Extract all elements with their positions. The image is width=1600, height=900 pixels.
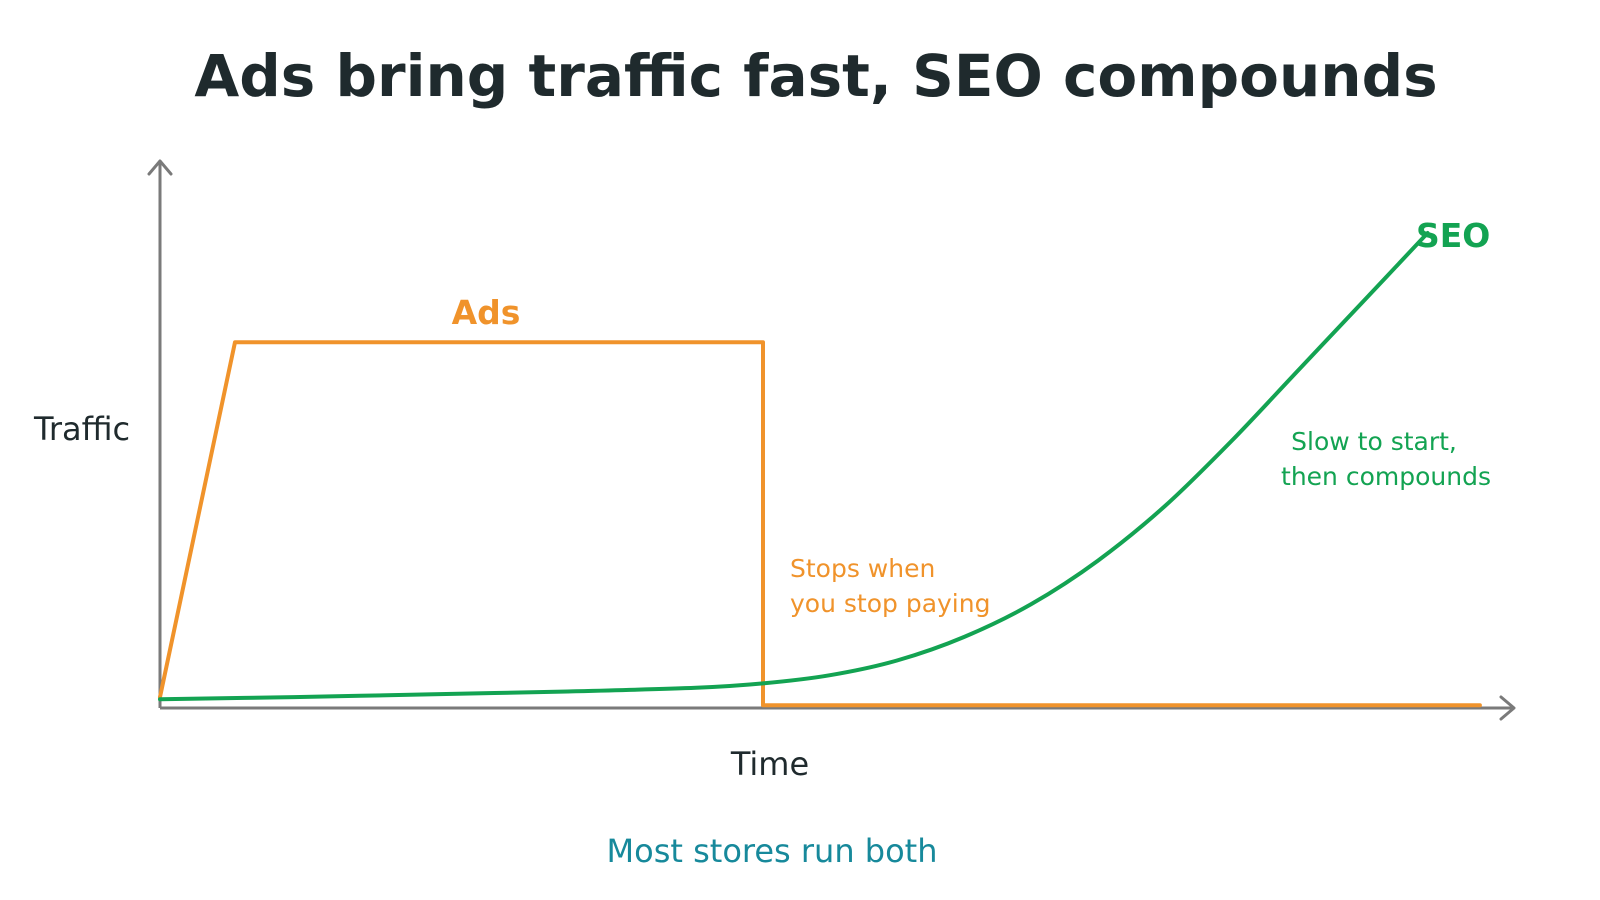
seo-series-label: SEO (1416, 216, 1490, 255)
seo-series-line (158, 231, 1430, 702)
seo-annotation-line-2: then compounds (1281, 462, 1491, 491)
ads-annotation-line-2: you stop paying (790, 589, 990, 618)
seo-annotation: Slow to start, then compounds (1281, 427, 1491, 491)
ads-series-line (158, 340, 1482, 708)
footer-caption: Most stores run both (607, 832, 938, 870)
y-axis-arrow-icon (147, 159, 173, 176)
axes (147, 159, 1516, 721)
seo-annotation-line-1: Slow to start, (1291, 427, 1457, 456)
ads-series-label: Ads (452, 293, 521, 332)
y-axis-label: Traffic (33, 410, 130, 448)
ads-annotation: Stops when you stop paying (790, 554, 990, 618)
x-axis-label: Time (730, 745, 809, 783)
ads-annotation-line-1: Stops when (790, 554, 935, 583)
x-axis-arrow-icon (1499, 695, 1516, 721)
chart-title: Ads bring traffic fast, SEO compounds (194, 42, 1437, 110)
